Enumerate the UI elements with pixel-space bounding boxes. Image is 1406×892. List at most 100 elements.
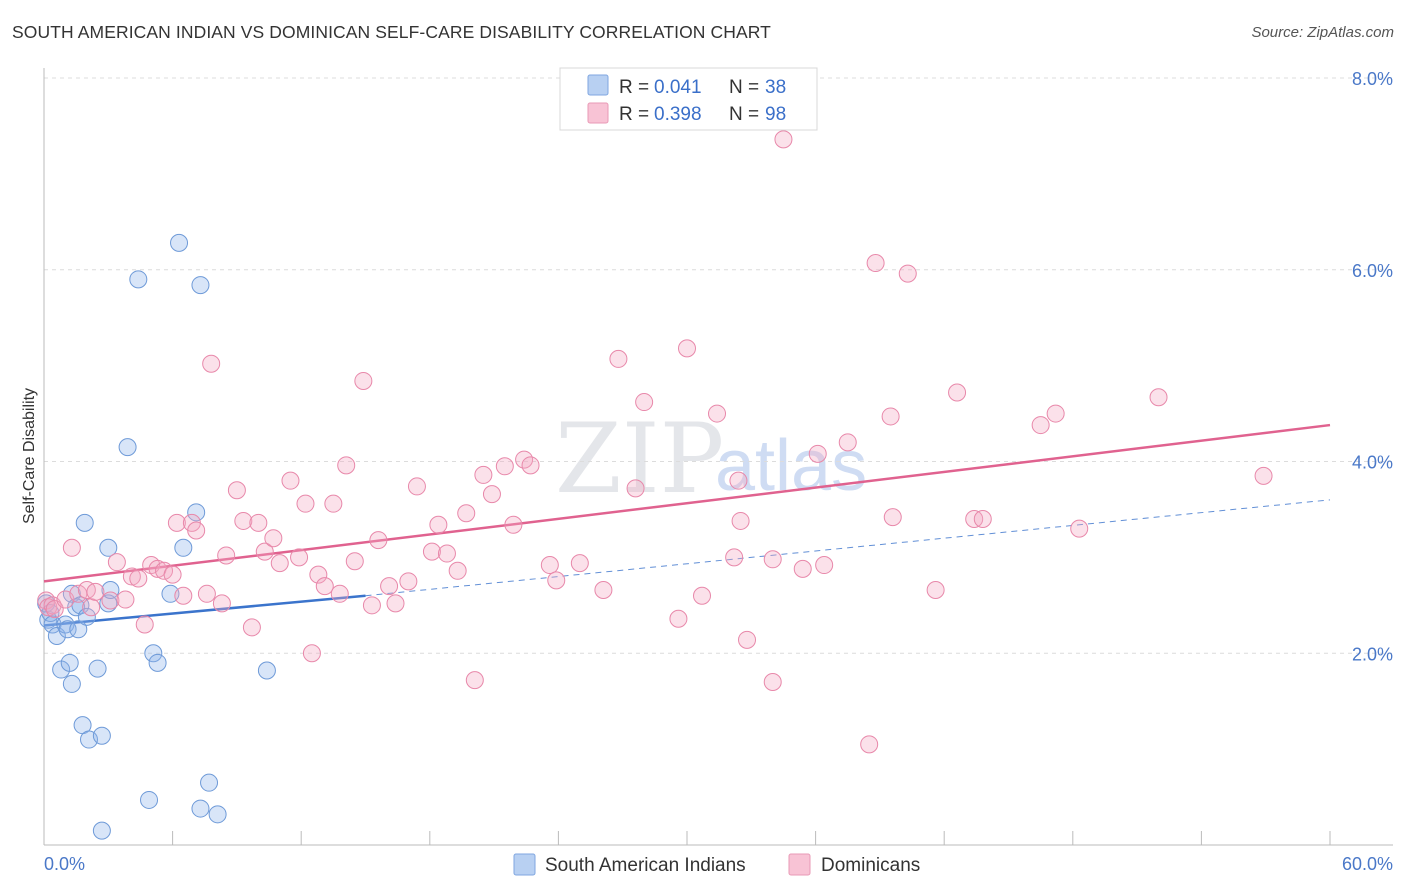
x-tick-label-max: 60.0%	[1342, 854, 1393, 874]
point-dominicans-8	[82, 598, 101, 617]
point-dominicans-98	[1149, 388, 1168, 407]
point-south-american-indians-36	[208, 805, 227, 824]
point-dominicans-90	[898, 264, 917, 283]
bottom-legend-swatch-south-american-indians	[513, 853, 536, 876]
point-dominicans-70	[635, 393, 654, 412]
point-dominicans-10	[101, 591, 120, 610]
y-tick-label-2: 2.0%	[1352, 644, 1393, 664]
point-dominicans-35	[281, 471, 300, 490]
point-south-american-indians-9	[62, 674, 81, 693]
point-dominicans-97	[1070, 519, 1089, 538]
correlation-legend: R = 0.041 N = 38 R = 0.398 N = 98	[559, 67, 818, 131]
point-south-american-indians-18	[92, 726, 111, 745]
point-dominicans-43	[337, 456, 356, 475]
point-south-american-indians-24	[118, 438, 137, 457]
data-points	[37, 130, 1273, 840]
point-dominicans-67	[594, 580, 613, 599]
point-dominicans-58	[474, 465, 493, 484]
point-dominicans-81	[774, 130, 793, 149]
series-legend: South American Indians Dominicans	[513, 853, 920, 876]
point-dominicans-24	[197, 584, 216, 603]
y-tick-label-8: 8.0%	[1352, 69, 1393, 89]
point-south-american-indians-37	[257, 661, 276, 680]
point-dominicans-63	[521, 456, 540, 475]
point-dominicans-50	[399, 572, 418, 591]
point-dominicans-91	[926, 580, 945, 599]
bottom-legend-swatch-dominicans	[788, 853, 811, 876]
y-tick-label-6: 6.0%	[1352, 261, 1393, 281]
trend-lines	[43, 423, 1331, 627]
point-dominicans-38	[302, 644, 321, 663]
point-dominicans-48	[380, 577, 399, 596]
point-south-american-indians-7	[58, 620, 77, 639]
point-dominicans-29	[234, 511, 253, 530]
point-dominicans-32	[255, 542, 274, 561]
point-dominicans-64	[540, 556, 559, 575]
point-dominicans-60	[495, 457, 514, 476]
point-dominicans-36	[290, 548, 309, 567]
point-south-american-indians-21	[99, 594, 118, 613]
point-dominicans-75	[725, 548, 744, 567]
gridlines: 2.0% 4.0% 6.0% 8.0%	[44, 69, 1393, 664]
point-dominicans-69	[626, 479, 645, 498]
point-dominicans-11	[107, 553, 126, 572]
point-dominicans-80	[763, 550, 782, 569]
point-dominicans-9	[86, 582, 105, 601]
point-dominicans-79	[763, 673, 782, 692]
point-dominicans-19	[163, 565, 182, 584]
watermark-zip: ZIP	[555, 403, 724, 515]
point-dominicans-37	[296, 494, 315, 513]
point-dominicans-14	[129, 569, 148, 588]
legend-r-label-2: R =	[619, 104, 649, 125]
point-south-american-indians-19	[88, 659, 107, 678]
point-dominicans-57	[465, 671, 484, 690]
point-dominicans-20	[167, 513, 186, 532]
point-south-american-indians-35	[200, 773, 219, 792]
point-dominicans-53	[429, 515, 448, 534]
legend-n-value-1: 38	[765, 77, 786, 98]
point-dominicans-21	[174, 586, 193, 605]
point-dominicans-28	[227, 481, 246, 500]
point-dominicans-96	[1046, 404, 1065, 423]
point-dominicans-34	[270, 554, 289, 573]
point-dominicans-59	[482, 485, 501, 504]
point-south-american-indians-27	[144, 644, 163, 663]
point-dominicans-92	[948, 383, 967, 402]
point-dominicans-44	[345, 552, 364, 571]
legend-r-label-1: R =	[619, 77, 649, 98]
point-dominicans-68	[609, 349, 628, 368]
point-south-american-indians-31	[174, 538, 193, 557]
point-dominicans-99	[1254, 466, 1273, 485]
point-dominicans-85	[838, 433, 857, 452]
point-dominicans-25	[202, 354, 221, 373]
point-dominicans-78	[738, 630, 757, 649]
point-dominicans-55	[448, 561, 467, 580]
point-dominicans-26	[212, 594, 231, 613]
legend-n-label-1: N =	[729, 77, 759, 98]
point-dominicans-5	[62, 538, 81, 557]
point-dominicans-40	[315, 577, 334, 596]
point-south-american-indians-30	[170, 233, 189, 252]
point-dominicans-15	[135, 615, 154, 634]
y-axis-label: Self-Care Disability	[21, 388, 38, 524]
legend-n-label-2: N =	[729, 104, 759, 125]
legend-r-value-2: 0.398	[654, 104, 702, 125]
point-dominicans-12	[116, 590, 135, 609]
legend-n-value-2: 98	[765, 104, 786, 125]
point-south-american-indians-32	[187, 503, 206, 522]
point-dominicans-71	[669, 609, 688, 628]
point-dominicans-66	[570, 554, 589, 573]
point-dominicans-89	[883, 508, 902, 527]
bottom-legend-label-south-american-indians: South American Indians	[545, 855, 746, 876]
y-tick-label-4: 4.0%	[1352, 453, 1393, 473]
point-dominicans-95	[1031, 416, 1050, 435]
legend-swatch-south-american-indians	[587, 74, 609, 96]
point-dominicans-77	[731, 511, 750, 530]
point-dominicans-54	[437, 544, 456, 563]
point-dominicans-41	[324, 494, 343, 513]
trend-line-0	[43, 594, 366, 627]
point-south-american-indians-28	[148, 653, 167, 672]
point-south-american-indians-22	[101, 580, 120, 599]
point-dominicans-30	[242, 618, 261, 637]
